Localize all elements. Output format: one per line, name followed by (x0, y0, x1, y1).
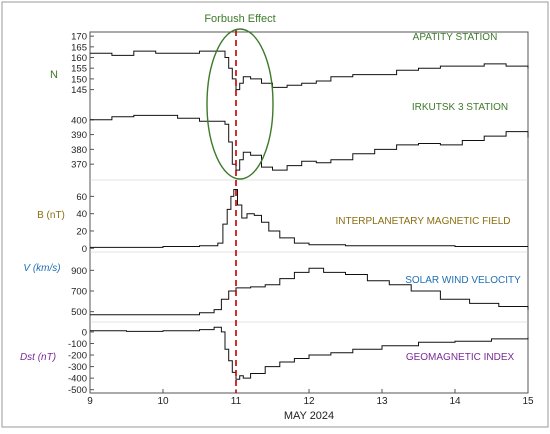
irkutsk-series-label: IRKUTSK 3 STATION (412, 102, 508, 113)
y-tick-label: 0 (82, 244, 87, 255)
y-tick-label: 165 (71, 42, 87, 53)
y-tick-label: 0 (82, 327, 87, 338)
x-tick-label: 14 (449, 396, 461, 407)
y-tick-label: 900 (71, 266, 87, 277)
y-tick-label: -100 (68, 339, 87, 350)
y-tick-label: 400 (71, 115, 87, 126)
velocity-y-label: V (km/s) (23, 263, 60, 274)
plot-frame (89, 31, 529, 394)
y-tick-label: 145 (71, 85, 87, 96)
y-tick-label: 380 (71, 145, 87, 156)
x-tick-label: 12 (303, 396, 315, 407)
y-tick-label: -400 (68, 374, 87, 385)
x-tick-label: 13 (376, 396, 388, 407)
forbush-effect-ellipse (206, 28, 274, 180)
series-line-geomagnetic-index (90, 326, 529, 380)
x-tick-label: 11 (231, 396, 242, 407)
series-line-irkutsk-3-station (90, 114, 529, 171)
y-tick-label: 60 (76, 192, 87, 203)
x-tick-label: 10 (157, 396, 169, 407)
y-tick-label: 170 (71, 32, 87, 43)
y-tick-label: 155 (71, 64, 87, 75)
y-tick-label: -500 (68, 385, 87, 396)
series-line-solar-wind-velocity (90, 267, 529, 316)
y-tick-label: -300 (68, 362, 87, 373)
series-line-interplanetary-magnetic-field (90, 189, 528, 248)
y-tick-label: 20 (76, 226, 87, 237)
dst-y-label: Dst (nT) (20, 352, 56, 363)
y-tick-label: 150 (71, 74, 87, 85)
x-tick-label: 15 (522, 396, 534, 407)
series-line-apatity-station (90, 50, 529, 91)
x-axis-label: MAY 2024 (284, 410, 334, 422)
neutron-y-label: N (50, 69, 58, 81)
imf-y-label: B (nT) (37, 210, 65, 221)
x-tick-label: 9 (87, 396, 93, 407)
y-tick-label: 160 (71, 53, 87, 64)
imf-series-label: INTERPLANETARY MAGNETIC FIELD (335, 216, 510, 227)
y-tick-label: -200 (68, 351, 87, 362)
y-tick-label: 390 (71, 130, 87, 141)
y-tick-label: 40 (76, 209, 87, 220)
apatity-series-label: APATITY STATION (413, 32, 498, 43)
y-tick-label: 370 (71, 160, 87, 171)
forbush-effect-annotation: Forbush Effect (204, 13, 275, 25)
velocity-series-label: SOLAR WIND VELOCITY (405, 275, 521, 286)
dst-series-label: GEOMAGNETIC INDEX (406, 352, 515, 363)
y-tick-label: 500 (71, 307, 87, 318)
y-tick-label: 700 (71, 287, 87, 298)
